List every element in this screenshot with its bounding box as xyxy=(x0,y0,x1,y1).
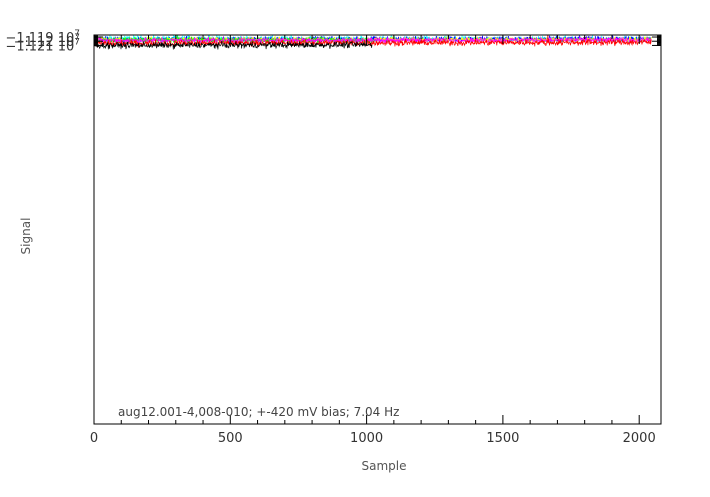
x-tick-label: 1000 xyxy=(350,431,383,446)
y-axis: −1.119 107−1.12 107−1.121 107 xyxy=(5,29,661,54)
y-tick-label: −1.121 107 xyxy=(5,37,80,54)
x-tick-label: 2000 xyxy=(623,431,656,446)
y-tick-label: −1.12 107 xyxy=(14,33,80,50)
chart-annotation: aug12.001-4,008-010; +-420 mV bias; 7.04… xyxy=(118,405,399,419)
x-tick-label: 0 xyxy=(90,431,98,446)
x-axis-title: Sample xyxy=(362,459,407,473)
y-tick-label: −1.119 107 xyxy=(5,29,80,46)
y-axis-title: Signal xyxy=(19,218,33,255)
series-line-7 xyxy=(94,40,373,50)
series-layer xyxy=(94,35,652,50)
x-tick-label: 1500 xyxy=(486,431,519,446)
plot-frame xyxy=(93,34,662,425)
x-axis: 0 500 1000 1500 2000 xyxy=(90,35,656,446)
x-tick-label: 500 xyxy=(218,431,243,446)
